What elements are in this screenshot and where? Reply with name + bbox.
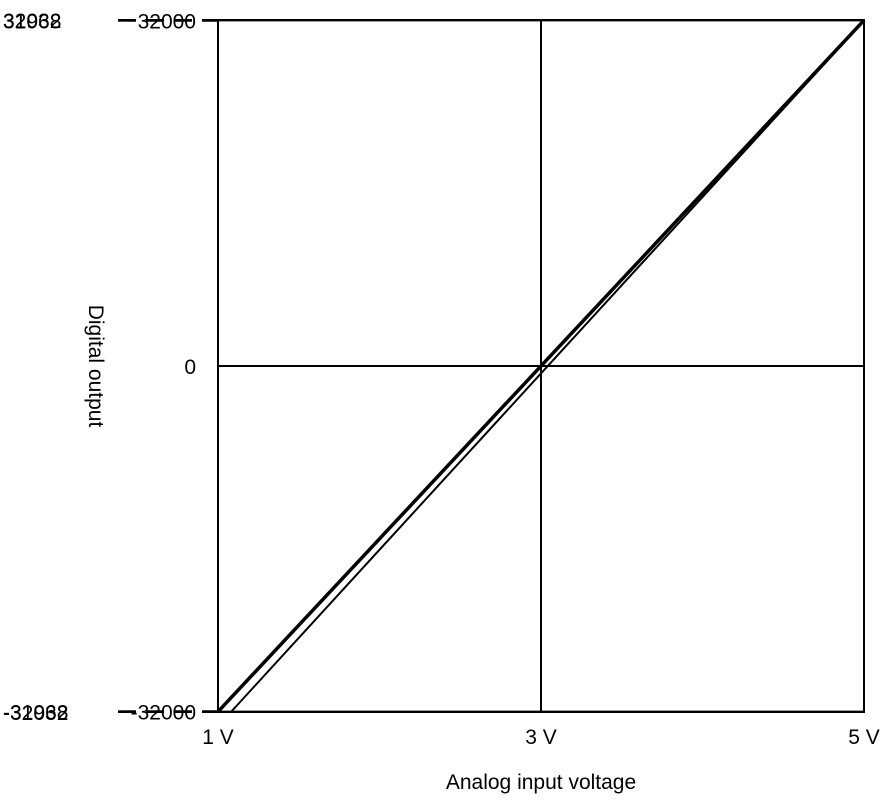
y-tick-label: -32032 [3,702,68,725]
y-tick-label: 32000 [138,10,196,33]
plot-frame [217,19,865,713]
y-tick-label: 31968 [3,11,61,34]
x-tick-label: 3 V [525,726,557,749]
y-tick-label: -31968 [3,701,68,724]
series-layer [216,19,866,713]
y-tick-label: 32032 [3,10,61,33]
x-axis-label: Analog input voltage [446,771,636,794]
x-ticks: 1 V 3 V 5 V [202,726,880,749]
series-line-3 [230,20,865,713]
series-line-2 [216,19,866,713]
x-tick-label: 1 V [202,726,234,749]
y-ticks: 32032 32000 31968 0 -31968 -32000 -32032 [3,10,218,725]
y-axis-label: Digital output [84,305,107,428]
y-tick-label: 0 [184,356,196,379]
y-tick-label: -32000 [131,702,196,725]
x-tick-label: 5 V [848,726,880,749]
